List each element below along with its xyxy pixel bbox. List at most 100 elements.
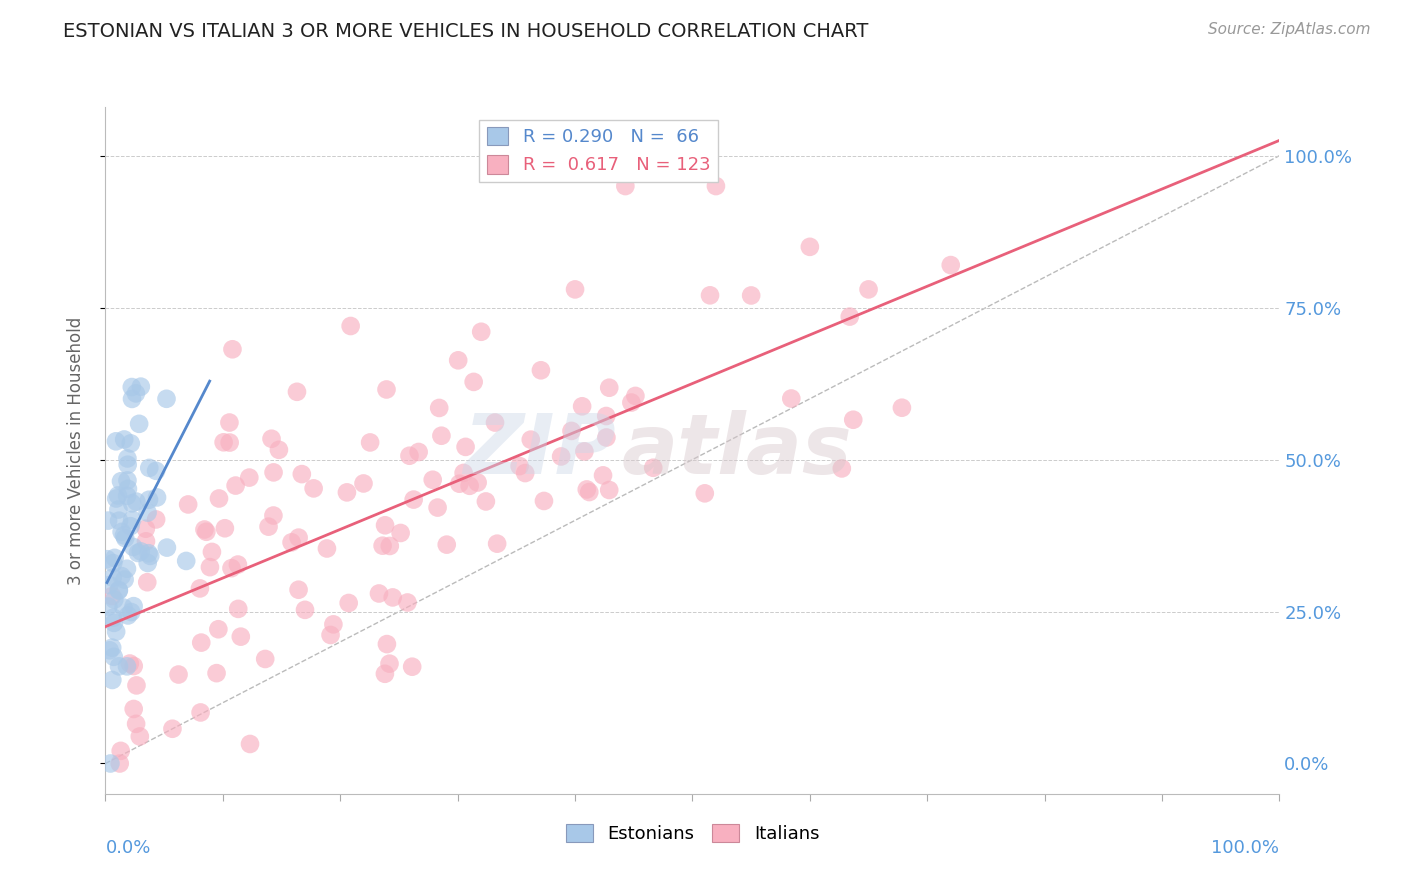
Point [598,483,620,497]
Point [107,583,129,598]
Point [110,744,132,758]
Point [316,541,339,556]
Text: atlas: atlas [621,410,852,491]
Point [322,617,344,632]
Point [449,476,471,491]
Point [128,417,150,431]
Point [128,730,150,744]
Text: ZIP: ZIP [464,410,616,491]
Point [117,474,139,488]
Point [174,554,197,568]
Point [101,589,124,603]
Point [103,592,125,607]
Point [571,399,593,413]
Text: Source: ZipAtlas.com: Source: ZipAtlas.com [1208,22,1371,37]
Point [125,716,148,731]
Point [430,428,453,442]
Point [226,558,249,572]
Point [302,482,325,496]
Point [125,386,148,401]
Point [470,325,492,339]
Point [353,476,375,491]
Point [162,722,184,736]
Point [402,492,425,507]
Point [195,524,218,539]
Point [375,637,398,651]
Point [101,571,124,585]
Y-axis label: 3 or more Vehicles in Household: 3 or more Vehicles in Household [66,317,84,584]
Point [831,461,853,475]
Point [598,381,620,395]
Point [401,659,423,673]
Point [117,482,139,496]
Point [467,475,489,490]
Point [515,466,537,480]
Point [339,318,361,333]
Point [114,573,136,587]
Point [218,435,240,450]
Point [560,424,582,438]
Point [108,514,131,528]
Point [225,478,247,492]
Point [110,569,132,583]
Point [207,622,229,636]
Point [212,435,235,450]
Point [108,659,131,673]
Point [838,310,860,324]
Point [118,657,141,671]
Text: ESTONIAN VS ITALIAN 3 OR MORE VEHICLES IN HOUSEHOLD CORRELATION CHART: ESTONIAN VS ITALIAN 3 OR MORE VEHICLES I… [63,22,869,41]
Point [110,474,132,488]
Point [108,582,131,597]
Point [105,491,128,506]
Point [389,526,412,541]
Point [218,416,240,430]
Point [799,240,821,254]
Point [139,549,162,563]
Point [229,630,252,644]
Point [260,432,283,446]
Legend: Estonians, Italians: Estonians, Italians [558,816,827,850]
Point [263,466,285,480]
Point [564,282,586,296]
Point [135,522,157,536]
Point [337,596,360,610]
Point [205,666,228,681]
Point [280,535,302,549]
Point [121,380,143,394]
Point [381,591,404,605]
Point [145,512,167,526]
Point [117,458,139,472]
Point [257,519,280,533]
Point [704,179,727,194]
Point [595,409,617,423]
Text: 100.0%: 100.0% [1212,838,1279,856]
Point [120,519,142,533]
Point [129,544,152,558]
Point [115,659,138,673]
Point [254,652,277,666]
Point [136,575,159,590]
Point [550,450,572,464]
Point [378,539,401,553]
Point [190,706,212,720]
Point [262,508,284,523]
Point [371,539,394,553]
Point [890,401,912,415]
Point [136,506,159,520]
Point [105,624,128,639]
Point [103,610,125,624]
Point [188,582,211,596]
Point [155,392,177,406]
Point [122,540,145,554]
Point [177,498,200,512]
Point [104,550,127,565]
Point [939,258,962,272]
Point [190,635,212,649]
Point [520,433,543,447]
Point [122,702,145,716]
Point [858,282,880,296]
Point [408,445,430,459]
Point [98,643,121,657]
Point [620,395,643,409]
Point [336,485,359,500]
